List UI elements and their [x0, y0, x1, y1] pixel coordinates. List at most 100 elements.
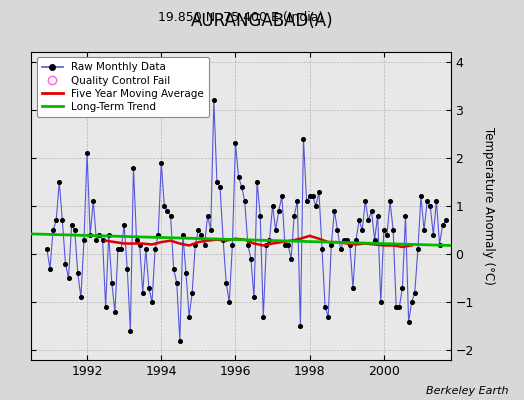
Point — [324, 314, 332, 320]
Y-axis label: Temperature Anomaly (°C): Temperature Anomaly (°C) — [482, 127, 495, 285]
Point — [330, 208, 339, 214]
Point — [420, 227, 428, 233]
Point — [102, 304, 110, 310]
Point — [163, 208, 172, 214]
Point — [281, 241, 289, 248]
Point — [241, 198, 249, 204]
Point — [145, 285, 153, 291]
Point — [92, 236, 101, 243]
Point — [123, 265, 132, 272]
Point — [210, 97, 218, 103]
Point — [318, 246, 326, 252]
Point — [349, 285, 357, 291]
Point — [377, 299, 385, 306]
Point — [114, 246, 122, 252]
Point — [160, 203, 169, 209]
Legend: Raw Monthly Data, Quality Control Fail, Five Year Moving Average, Long-Term Tren: Raw Monthly Data, Quality Control Fail, … — [37, 57, 209, 117]
Point — [176, 338, 184, 344]
Point — [290, 212, 298, 219]
Point — [278, 193, 286, 200]
Point — [336, 246, 345, 252]
Point — [185, 314, 193, 320]
Point — [104, 232, 113, 238]
Point — [73, 270, 82, 276]
Point — [77, 294, 85, 301]
Point — [194, 227, 203, 233]
Point — [392, 304, 400, 310]
Point — [203, 212, 212, 219]
Point — [141, 246, 150, 252]
Point — [380, 227, 388, 233]
Point — [398, 285, 407, 291]
Point — [191, 241, 200, 248]
Point — [99, 236, 107, 243]
Point — [302, 198, 311, 204]
Point — [71, 227, 79, 233]
Point — [46, 265, 54, 272]
Point — [244, 241, 252, 248]
Point — [413, 246, 422, 252]
Point — [395, 304, 403, 310]
Point — [52, 217, 60, 224]
Point — [86, 232, 94, 238]
Point — [358, 227, 366, 233]
Point — [299, 136, 308, 142]
Point — [206, 227, 215, 233]
Point — [432, 198, 441, 204]
Point — [188, 290, 196, 296]
Point — [43, 246, 51, 252]
Point — [61, 260, 70, 267]
Point — [386, 198, 394, 204]
Point — [197, 232, 205, 238]
Point — [321, 304, 329, 310]
Point — [265, 236, 274, 243]
Point — [262, 241, 270, 248]
Point — [250, 294, 258, 301]
Point — [138, 290, 147, 296]
Point — [83, 150, 91, 156]
Point — [107, 280, 116, 286]
Point — [340, 236, 348, 243]
Point — [231, 140, 239, 147]
Point — [361, 198, 369, 204]
Point — [89, 198, 97, 204]
Point — [284, 241, 292, 248]
Point — [68, 222, 76, 228]
Point — [405, 318, 413, 325]
Point — [355, 217, 363, 224]
Point — [367, 208, 376, 214]
Point — [435, 241, 444, 248]
Point — [222, 280, 231, 286]
Point — [343, 236, 351, 243]
Point — [370, 236, 379, 243]
Point — [95, 232, 104, 238]
Point — [58, 217, 67, 224]
Point — [429, 232, 438, 238]
Point — [268, 203, 277, 209]
Point — [309, 193, 317, 200]
Point — [213, 179, 221, 185]
Point — [225, 299, 234, 306]
Point — [275, 208, 283, 214]
Point — [439, 222, 447, 228]
Point — [64, 275, 73, 281]
Point — [111, 309, 119, 315]
Point — [389, 227, 397, 233]
Point — [219, 236, 227, 243]
Point — [216, 184, 224, 190]
Point — [256, 212, 265, 219]
Point — [401, 212, 410, 219]
Point — [120, 222, 128, 228]
Point — [352, 236, 360, 243]
Point — [172, 280, 181, 286]
Point — [157, 160, 166, 166]
Text: AURANGABAD(A): AURANGABAD(A) — [191, 12, 333, 30]
Point — [423, 198, 431, 204]
Point — [333, 227, 342, 233]
Point — [169, 265, 178, 272]
Point — [305, 193, 314, 200]
Point — [315, 188, 323, 195]
Point — [442, 217, 450, 224]
Point — [80, 236, 88, 243]
Point — [126, 328, 135, 334]
